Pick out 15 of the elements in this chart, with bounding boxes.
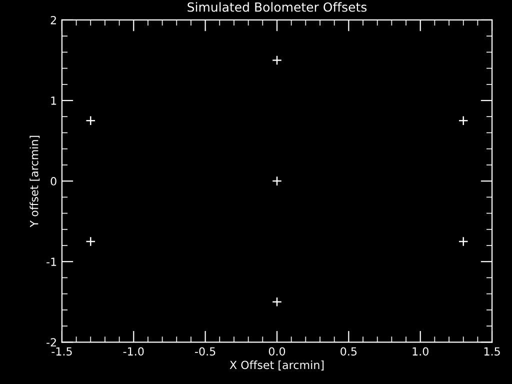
- x-tick-label: -0.5: [195, 347, 216, 356]
- x-tick-label: 1.5: [484, 347, 500, 356]
- chart-title: Simulated Bolometer Offsets: [188, 2, 367, 12]
- y-tick-label: 2: [50, 16, 56, 24]
- x-tick-label: -1.0: [123, 347, 144, 356]
- x-tick-label: -1.5: [52, 347, 72, 356]
- x-tick-label: 0.5: [340, 347, 357, 356]
- y-tick-label: 0: [50, 177, 56, 186]
- y-tick-label: -1: [46, 258, 56, 266]
- y-tick-label: 1: [51, 96, 56, 105]
- x-axis-title: X Offset [arcmin]: [230, 360, 324, 370]
- y-tick-label: -2: [46, 338, 56, 346]
- x-tick-label: 1.0: [412, 347, 428, 356]
- y-axis-title: Y offset [arcmin]: [30, 136, 40, 228]
- x-tick-label: 0.0: [268, 347, 286, 356]
